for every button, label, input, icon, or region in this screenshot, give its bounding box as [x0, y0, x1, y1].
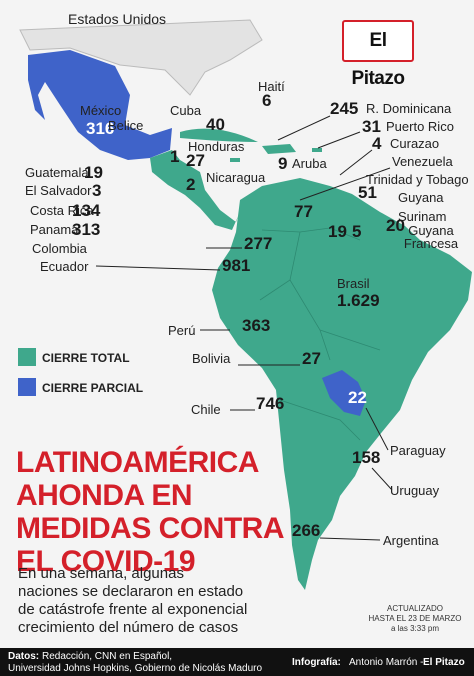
- headline: AHONDA EN: [16, 479, 193, 512]
- borders: [259, 227, 381, 441]
- usa-shape: [19, 19, 263, 96]
- country-name: Perú: [168, 323, 196, 338]
- country-name: Curazao: [390, 136, 440, 151]
- country-name: Panamá: [30, 222, 79, 237]
- update-note: ACTUALIZADO: [386, 604, 443, 613]
- paraguay-shape: [322, 370, 366, 416]
- case-count: 5: [352, 222, 362, 241]
- headline: LATINOAMÉRICA: [16, 446, 259, 479]
- country-name: R. Dominicana: [366, 101, 452, 116]
- case-count: 40: [206, 115, 225, 134]
- country-name: Honduras: [188, 139, 245, 154]
- case-count: 316: [86, 119, 115, 138]
- hispaniola-shape: [262, 144, 296, 154]
- brand-logo: El Pitazo: [342, 20, 414, 89]
- cuba-shape: [180, 128, 258, 142]
- case-count: 6: [262, 91, 272, 110]
- case-count: 27: [186, 151, 205, 170]
- case-count: 22: [348, 388, 367, 407]
- country-name: Bolivia: [192, 351, 231, 366]
- country-name: Surinam: [398, 209, 447, 224]
- country-name: Guyana: [398, 190, 444, 205]
- subtitle: crecimiento del número de casos: [18, 619, 239, 636]
- country-name: Belice: [108, 118, 144, 133]
- headline: MEDIDAS CONTRA: [16, 512, 285, 545]
- case-count: 158: [352, 448, 381, 467]
- case-count: 51: [358, 183, 377, 202]
- country-name: Venezuela: [392, 154, 453, 169]
- case-count: 4: [372, 134, 382, 153]
- case-count: 981: [222, 256, 251, 275]
- case-count: 245: [330, 99, 359, 118]
- country-name: Haití: [258, 79, 285, 94]
- leader-lines: [95, 115, 393, 541]
- subtitle: En una semana, algunas: [18, 565, 184, 582]
- country-name: Cuba: [170, 103, 202, 118]
- jamaica-shape: [230, 158, 240, 162]
- puerto-rico-shape: [312, 148, 322, 152]
- country-name: Guyana Francesa: [403, 223, 459, 251]
- legend-swatch: [18, 348, 36, 366]
- country-name: Colombia: [32, 241, 87, 256]
- legend-swatch: [18, 378, 36, 396]
- country-name: Argentina: [383, 533, 439, 548]
- subtitle: de catástrofe frente al exponencial: [18, 601, 248, 618]
- case-count: 313: [72, 220, 101, 239]
- update-note: HASTA EL 23 DE MARZO: [368, 614, 462, 623]
- case-count: 9: [278, 154, 288, 173]
- mexico-shape: [28, 50, 172, 160]
- legend-label: CIERRE PARCIAL: [42, 381, 144, 395]
- sources: Redacción, CNN en Español,: [42, 651, 173, 662]
- country-name: Guatemala: [25, 165, 89, 180]
- case-count: 1.629: [337, 291, 380, 310]
- case-count: 277: [244, 234, 273, 253]
- credit-label: Infografía:: [292, 657, 341, 668]
- sources: Universidad Johns Hopkins, Gobierno de N…: [8, 663, 263, 674]
- country-name: Nicaragua: [206, 170, 266, 185]
- country-name: Estados Unidos: [68, 11, 167, 27]
- credit-author: Antonio Marrón -: [349, 657, 424, 668]
- case-count: 19: [84, 163, 103, 182]
- case-count: 363: [242, 316, 271, 335]
- case-count: 266: [292, 521, 321, 540]
- footer: Datos: Redacción, CNN en Español, Univer…: [0, 648, 474, 676]
- case-count: 2: [186, 175, 196, 194]
- country-name: Puerto Rico: [386, 119, 454, 134]
- case-count: 27: [302, 349, 321, 368]
- country-name: México: [80, 103, 122, 118]
- country-name: Chile: [191, 402, 221, 417]
- headline: EL COVID-19: [16, 545, 196, 578]
- country-name: El Salvador: [25, 183, 92, 198]
- country-name: Trinidad y Tobago: [366, 172, 469, 187]
- subtitle: naciones se declararon en estado: [18, 583, 244, 600]
- country-name: Aruba: [292, 156, 327, 171]
- case-count: 19: [328, 222, 347, 241]
- case-count: 3: [92, 181, 102, 200]
- sources-label: Datos:: [8, 651, 40, 662]
- map: [19, 19, 472, 590]
- legend-label: CIERRE TOTAL: [42, 351, 130, 365]
- country-name: Brasil: [337, 276, 370, 291]
- update-note: a las 3:33 pm: [390, 624, 440, 633]
- country-name: Costa Rica: [30, 203, 94, 218]
- case-count: 134: [72, 201, 101, 220]
- country-name: Ecuador: [40, 259, 89, 274]
- case-count: 746: [256, 394, 285, 413]
- credit-brand: El Pitazo: [423, 657, 465, 668]
- country-name: Paraguay: [390, 443, 446, 458]
- country-name: Uruguay: [390, 483, 440, 498]
- case-count: 31: [362, 117, 381, 136]
- case-count: 20: [386, 216, 405, 235]
- case-count: 1: [170, 147, 180, 166]
- case-count: 77: [294, 202, 313, 221]
- central-america-shape: [150, 150, 240, 230]
